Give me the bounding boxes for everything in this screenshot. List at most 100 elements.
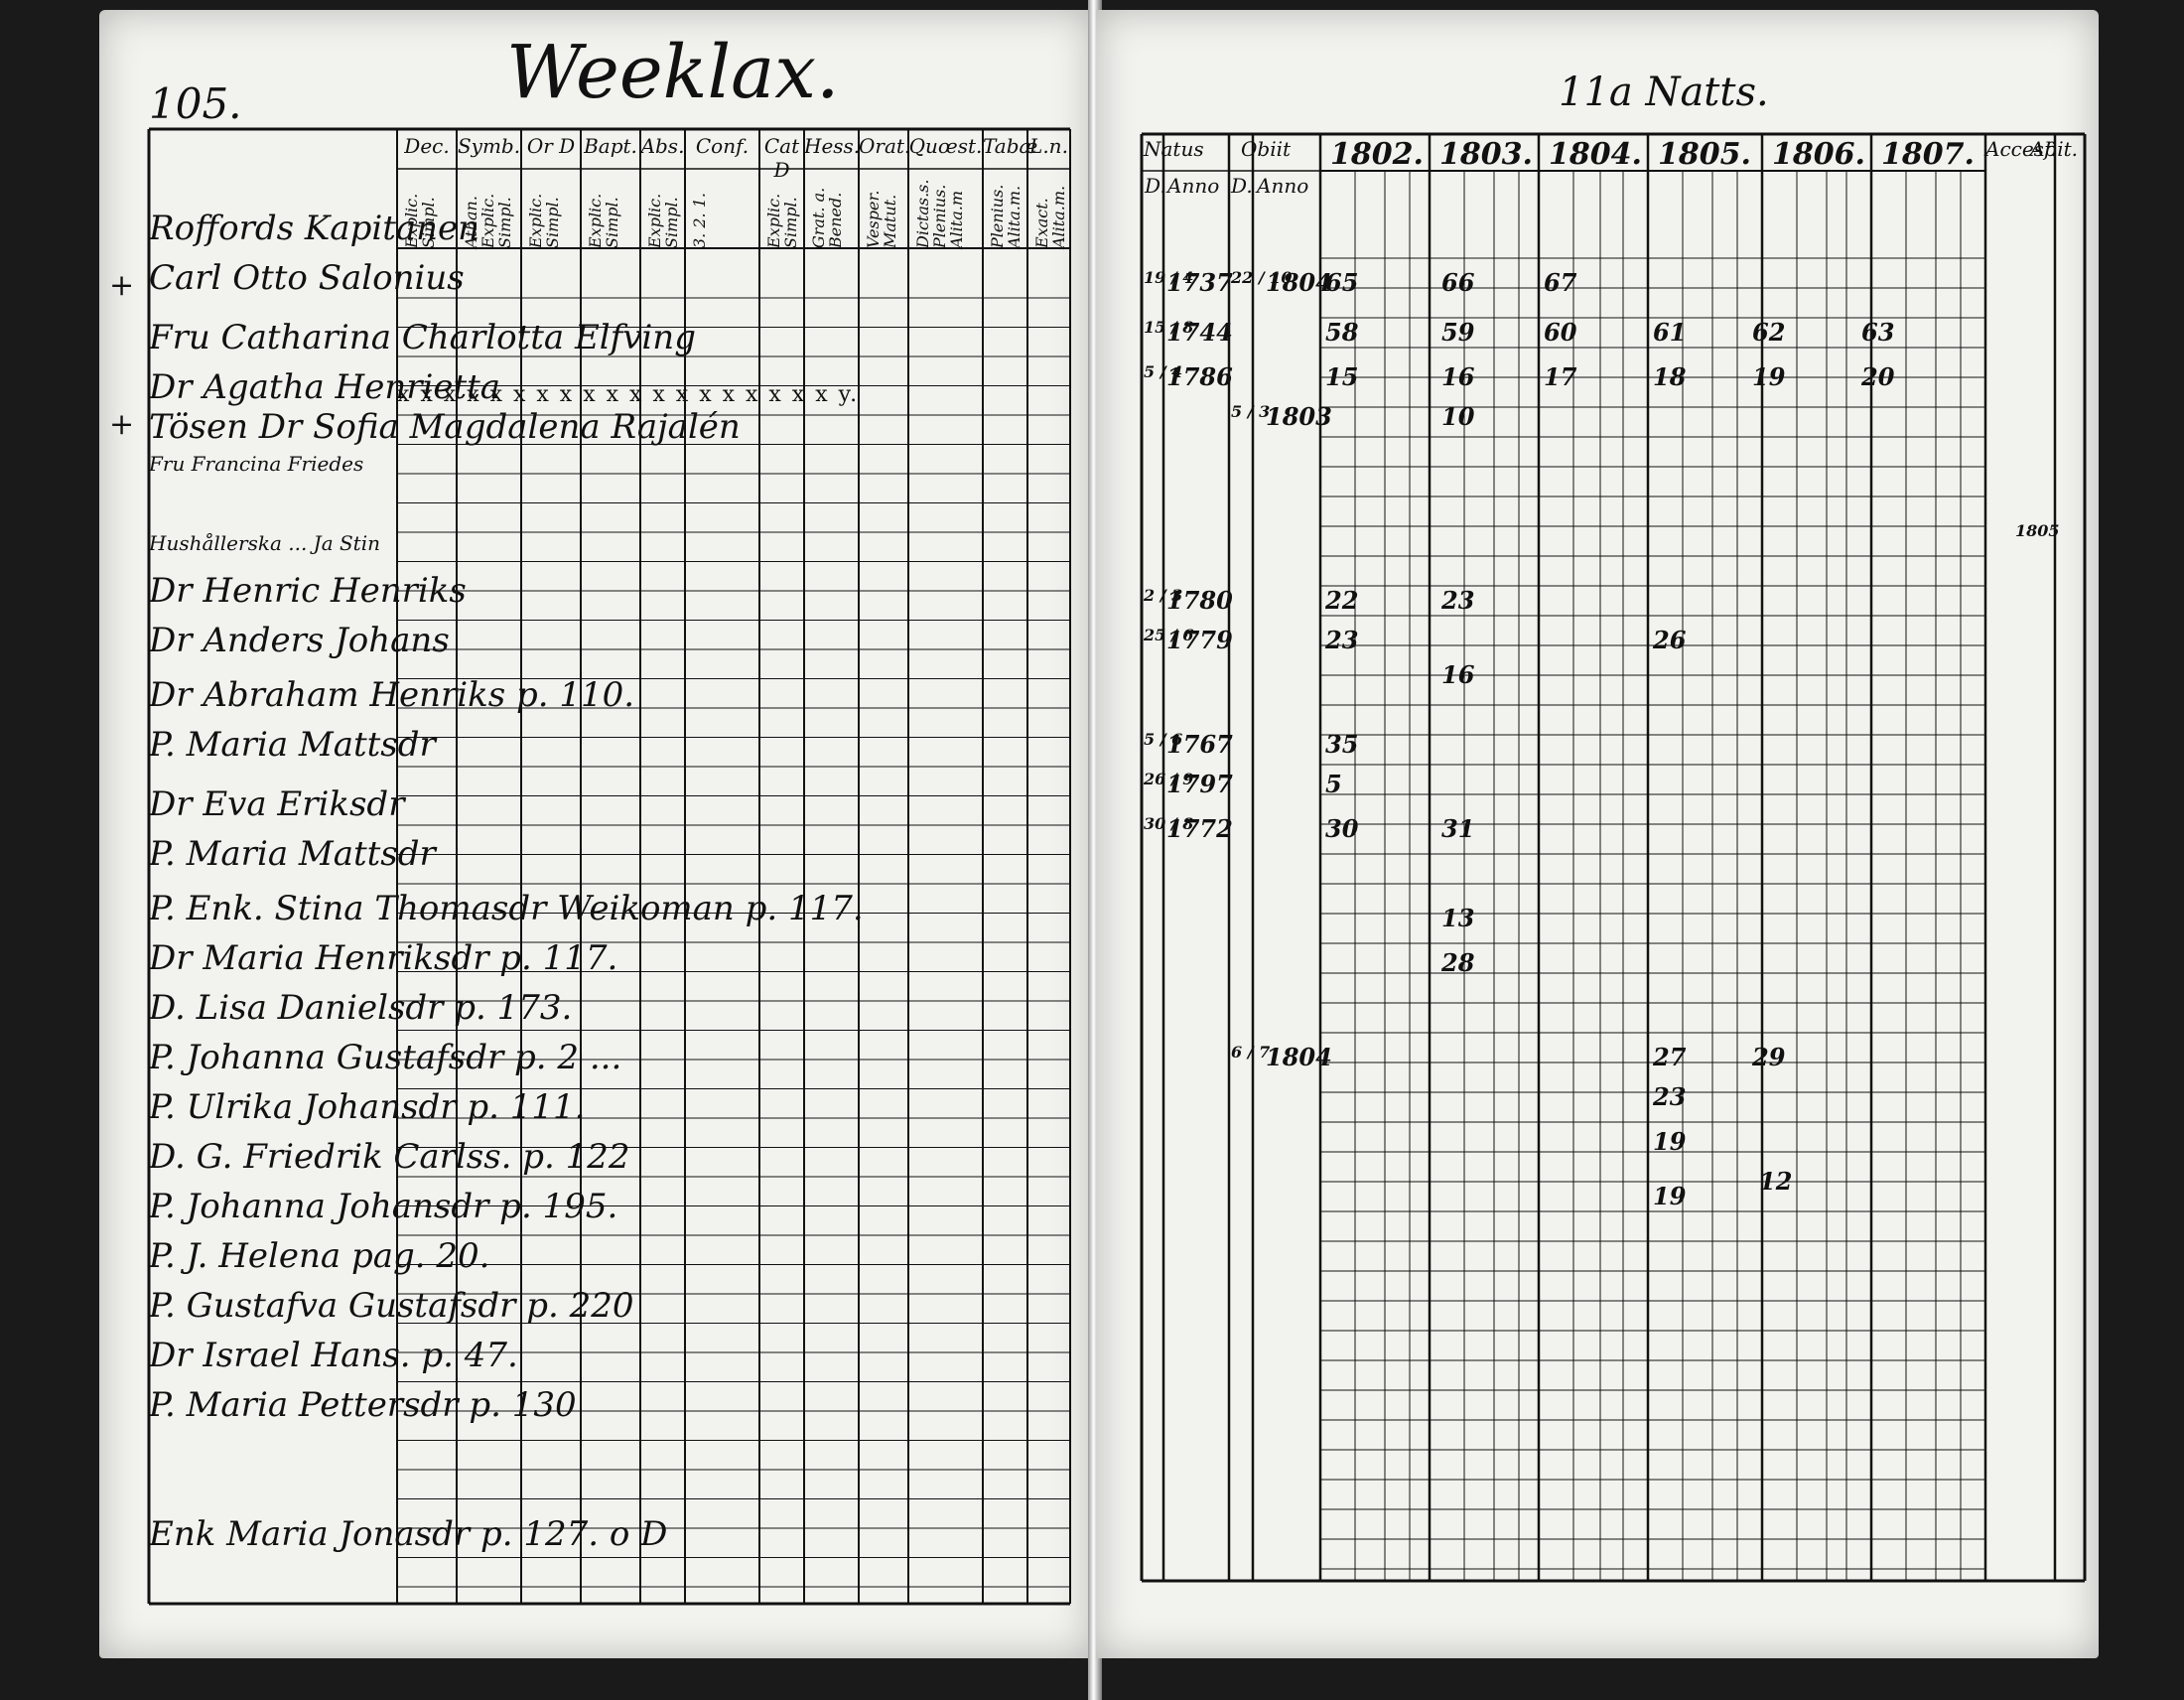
entry-nat-anno: 1737	[1166, 268, 1233, 297]
register-name: P. Johanna Johansdr p. 195.	[149, 1187, 618, 1226]
column-subheader: Explic. Simpl.	[645, 193, 681, 248]
entry-y1807: 63	[1861, 318, 1895, 347]
register-name: Fru Catharina Charlotta Elfving	[149, 318, 696, 357]
column-subheader: Explic. Simpl.	[586, 193, 621, 248]
cross-mark: +	[109, 268, 135, 303]
entry-nat-d: 26 / 9	[1144, 770, 1194, 788]
register-name: Fru Francina Friedes	[149, 452, 364, 476]
page-number: 105.	[149, 79, 242, 128]
year-header: 1804.	[1549, 137, 1642, 172]
examination-marks: x x x x x x x x x x x x x x x x x x x y.	[397, 382, 860, 407]
entry-nat-anno: 1767	[1166, 730, 1233, 759]
column-subheader: Grat. a. Bened.	[809, 187, 845, 248]
register-name: Dr Eva Eriksdr	[149, 784, 405, 824]
year-header: 1807.	[1881, 137, 1975, 172]
entry-y1806: 62	[1752, 318, 1786, 347]
register-name: Roffords Kapitanen	[149, 209, 480, 248]
parish-title: Weeklax.	[506, 30, 840, 115]
column-header: Quœst.	[908, 134, 983, 158]
entry-nat-d: 25 / 6	[1144, 626, 1194, 644]
entry-y1805: 18	[1653, 362, 1687, 391]
column-subheader: Explic. Simpl.	[764, 193, 800, 248]
column-header: Dec.	[404, 134, 450, 158]
entry-y1803: 16	[1441, 660, 1475, 689]
column-header: Tabæ	[983, 134, 1038, 158]
entry-nat-d: 19 / 4	[1144, 268, 1194, 287]
entry-y1802: 30	[1325, 814, 1359, 843]
year-header: 1802.	[1330, 137, 1424, 172]
column-header: L.n.	[1029, 134, 1068, 158]
register-name: P. Johanna Gustafsdr p. 2 ...	[149, 1038, 622, 1077]
register-name: Dr Anders Johans	[149, 621, 450, 660]
entry-nat-d: 5 / 4	[1144, 362, 1183, 381]
entry-y1802: 58	[1325, 318, 1359, 347]
column-header: Obiit	[1241, 137, 1292, 161]
register-name: Dr Israel Hans. p. 47.	[149, 1336, 518, 1375]
register-name: P. J. Helena pag. 20.	[149, 1236, 490, 1276]
column-header: Bapt.	[584, 134, 637, 158]
extra-mark: 1805	[2015, 521, 2060, 540]
column-subheader: Anno	[1167, 174, 1220, 198]
register-name: Enk Maria Jonasdr p. 127. o D	[149, 1514, 668, 1554]
entry-ob-anno: 1804	[1266, 1043, 1332, 1071]
register-name: Dr Agatha Henrietta	[149, 367, 501, 407]
column-subheader: Dictas.s. Plenius. Alita.m	[913, 179, 966, 248]
column-header: Or D	[526, 134, 576, 158]
entry-y1802: 5	[1325, 770, 1342, 798]
left-page	[99, 10, 1092, 1658]
column-header: Orat.	[859, 134, 911, 158]
extra-mark: 19	[1653, 1127, 1687, 1156]
extra-mark: 19	[1653, 1182, 1687, 1210]
register-name: Dr Maria Henriksdr p. 117.	[149, 938, 618, 978]
entry-nat-anno: 1744	[1166, 318, 1233, 347]
entry-nat-d: 2 / 3	[1144, 586, 1183, 605]
entry-nat-d: 30 / 8	[1144, 814, 1194, 833]
entry-y1803: 59	[1441, 318, 1475, 347]
extra-mark: 23	[1653, 1082, 1687, 1111]
column-header: Natus	[1144, 137, 1204, 161]
register-name: Carl Otto Salonius	[149, 258, 465, 298]
year-header: 1806.	[1772, 137, 1865, 172]
entry-y1804: 17	[1544, 362, 1577, 391]
entry-ob-anno: 1803	[1266, 402, 1332, 431]
column-subheader: D.	[1145, 174, 1166, 198]
entry-y1802: 23	[1325, 626, 1359, 654]
right-page	[1096, 10, 2099, 1658]
column-subheader: Explic. Simpl.	[526, 193, 562, 248]
entry-ob-d: 22 / 10	[1231, 268, 1293, 287]
entry-y1806: 29	[1752, 1043, 1786, 1071]
entry-y1802: 15	[1325, 362, 1359, 391]
column-header: Abs.	[640, 134, 685, 158]
column-subheader: Plenius. Alita.m.	[988, 184, 1024, 248]
column-subheader: Vesper. Matut.	[864, 190, 899, 248]
register-name: D. G. Friedrik Carlss. p. 122	[149, 1137, 630, 1177]
column-header: Symb.	[457, 134, 521, 158]
entry-y1802: 22	[1325, 586, 1359, 615]
entry-y1803: 10	[1441, 402, 1475, 431]
entry-y1804: 60	[1544, 318, 1577, 347]
register-name: Dr Henric Henriks	[149, 571, 467, 611]
entry-nat-d: 5 / 6	[1144, 730, 1183, 749]
entry-ob-d: 5 / 3	[1231, 402, 1271, 421]
entry-nat-anno: 1786	[1166, 362, 1233, 391]
entry-y1807: 20	[1861, 362, 1895, 391]
year-header: 1805.	[1658, 137, 1751, 172]
entry-nat-anno: 1779	[1166, 626, 1233, 654]
register-name: P. Maria Mattsdr	[149, 834, 436, 874]
entry-y1805: 61	[1653, 318, 1687, 347]
entry-y1804: 67	[1544, 268, 1577, 297]
entry-y1805: 26	[1653, 626, 1687, 654]
register-name: P. Gustafva Gustafsdr p. 220	[149, 1286, 634, 1326]
column-subheader: D.	[1231, 174, 1253, 198]
column-subheader: Anno	[1257, 174, 1309, 198]
column-subheader: 3. 2. 1.	[690, 193, 709, 248]
register-name: P. Ulrika Johansdr p. 111.	[149, 1087, 586, 1127]
register-name: Tösen Dr Sofia Magdalena Rajalén	[149, 407, 741, 447]
register-name: Dr Abraham Henriks p. 110.	[149, 675, 635, 715]
entry-y1802: 35	[1325, 730, 1359, 759]
register-name: P. Maria Mattsdr	[149, 725, 436, 765]
year-header: 1803.	[1439, 137, 1533, 172]
column-header: Conf.	[695, 134, 750, 158]
